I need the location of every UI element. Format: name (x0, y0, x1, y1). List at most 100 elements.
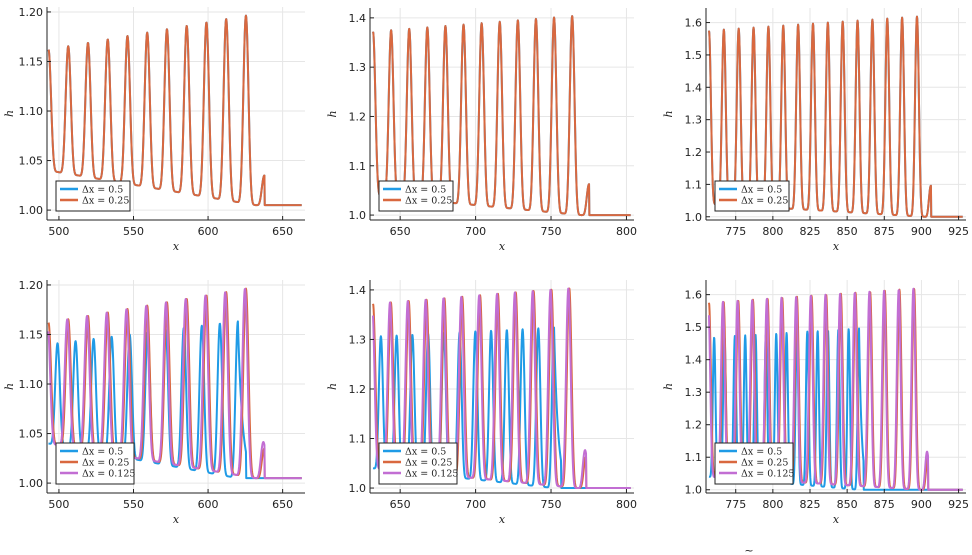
y-tick-label-5: 1.5 (685, 321, 703, 334)
chart-4: 500 550 600 650 1.00 1.05 1.10 1.15 1.20 x h Δx = 0… (3, 279, 305, 526)
x-tick-label-0: 775 (725, 225, 746, 238)
series-line-3 (47, 287, 303, 480)
y-tick-label-5: 1.5 (685, 49, 703, 62)
y-tick-label-2: 1.10 (19, 105, 44, 118)
y-tick-label-1: 1.1 (685, 178, 703, 191)
y-tick-label-3: 1.3 (685, 386, 703, 399)
y-axis-label: h (662, 383, 675, 390)
x-tick-label-3: 850 (837, 498, 858, 511)
x-tick-label-1: 700 (465, 225, 486, 238)
x-tick-label-1: 800 (762, 225, 783, 238)
y-tick-label-1: 1.05 (19, 155, 44, 168)
x-tick-label-6: 925 (948, 225, 969, 238)
footer-mark: ~ (744, 544, 753, 555)
x-tick-label-2: 750 (541, 225, 562, 238)
x-tick-label-3: 850 (837, 225, 858, 238)
legend-entry-2: Δx = 0.25 (741, 196, 788, 207)
y-tick-label-3: 1.3 (349, 333, 367, 346)
y-axis-label: h (3, 383, 16, 390)
chart-2: 650 700 750 800 1.0 1.1 1.2 1.3 1.4 x h Δx = 0.5Δx … (326, 8, 637, 253)
chart-1: 500 550 600 650 1.00 1.05 1.10 1.15 1.20 x h Δx = 0… (3, 6, 305, 253)
legend-entry-3: Δx = 0.125 (405, 469, 458, 480)
legend-entry-1: Δx = 0.5 (405, 185, 446, 196)
x-tick-label-2: 750 (541, 498, 562, 511)
legend-entry-3: Δx = 0.125 (82, 469, 135, 480)
legend-entry-1: Δx = 0.5 (405, 447, 446, 458)
y-tick-label-3: 1.15 (19, 328, 44, 341)
chart-6: 775 800 825 850 875 900 925 1.0 1.1 1.2 1.3 1.4 1.5 1… (662, 280, 969, 526)
x-tick-label-2: 825 (800, 225, 821, 238)
series-line-2 (707, 15, 964, 218)
chart-3: 775 800 825 850 875 900 925 1.0 1.1 1.2 1.3 1.4 1.5 1… (662, 8, 969, 253)
y-tick-label-0: 1.00 (19, 477, 44, 490)
x-tick-label-3: 800 (616, 225, 637, 238)
legend-entry-2: Δx = 0.25 (405, 458, 452, 469)
legend-entry-3: Δx = 0.125 (741, 469, 794, 480)
legend-entry-2: Δx = 0.25 (82, 458, 129, 469)
x-tick-label-0: 500 (48, 225, 69, 238)
x-tick-label-3: 650 (272, 225, 293, 238)
legend-frame (378, 442, 458, 485)
x-tick-label-5: 900 (911, 225, 932, 238)
x-axis-label: x (833, 240, 840, 253)
y-tick-label-0: 1.0 (349, 209, 367, 222)
y-tick-label-1: 1.05 (19, 428, 44, 441)
x-tick-label-5: 900 (911, 498, 932, 511)
y-tick-label-4: 1.4 (349, 284, 367, 297)
y-axis-label: h (3, 110, 16, 117)
y-tick-label-3: 1.3 (349, 61, 367, 74)
y-tick-label-4: 1.4 (685, 81, 703, 94)
legend-entry-1: Δx = 0.5 (82, 185, 123, 196)
y-axis-label: h (326, 110, 339, 117)
y-tick-label-3: 1.15 (19, 55, 44, 68)
y-tick-label-2: 1.2 (349, 383, 367, 396)
y-tick-label-0: 1.00 (19, 204, 44, 217)
y-tick-label-2: 1.2 (685, 419, 703, 432)
legend: Δx = 0.5Δx = 0.25 (378, 180, 454, 212)
y-tick-label-6: 1.6 (685, 289, 703, 302)
y-axis-label: h (326, 383, 339, 390)
y-tick-label-1: 1.1 (349, 433, 367, 446)
x-axis-label: x (173, 240, 180, 253)
y-tick-label-4: 1.20 (19, 279, 44, 292)
x-tick-label-0: 650 (390, 225, 411, 238)
x-tick-label-6: 925 (948, 498, 969, 511)
x-tick-label-4: 875 (874, 498, 895, 511)
legend: Δx = 0.5Δx = 0.25 (714, 180, 790, 212)
x-tick-label-1: 800 (762, 498, 783, 511)
legend-frame (378, 180, 454, 212)
legend-entry-1: Δx = 0.5 (741, 185, 782, 196)
legend: Δx = 0.5Δx = 0.25 (55, 180, 131, 212)
x-tick-label-1: 550 (123, 225, 144, 238)
y-tick-label-2: 1.10 (19, 378, 44, 391)
y-tick-label-4: 1.4 (685, 354, 703, 367)
x-tick-label-4: 875 (874, 225, 895, 238)
legend-entry-2: Δx = 0.25 (82, 196, 129, 207)
y-tick-label-1: 1.1 (685, 451, 703, 464)
legend-entry-1: Δx = 0.5 (82, 447, 123, 458)
y-tick-label-2: 1.2 (349, 110, 367, 123)
y-tick-label-4: 1.4 (349, 12, 367, 25)
legend-entry-2: Δx = 0.25 (741, 458, 788, 469)
x-tick-label-1: 550 (123, 498, 144, 511)
y-tick-label-4: 1.20 (19, 6, 44, 19)
x-tick-label-2: 600 (198, 225, 219, 238)
x-tick-label-2: 825 (800, 498, 821, 511)
x-axis-label: x (173, 513, 180, 526)
x-tick-label-2: 600 (198, 498, 219, 511)
x-tick-label-1: 700 (465, 498, 486, 511)
x-tick-label-3: 800 (616, 498, 637, 511)
x-axis-label: x (499, 513, 506, 526)
x-axis-label: x (499, 240, 506, 253)
y-tick-label-6: 1.6 (685, 17, 703, 30)
y-tick-label-1: 1.1 (349, 160, 367, 173)
y-axis-label: h (662, 110, 675, 117)
legend-entry-2: Δx = 0.25 (405, 196, 452, 207)
y-tick-label-0: 1.0 (349, 482, 367, 495)
y-tick-label-3: 1.3 (685, 114, 703, 127)
x-tick-label-0: 775 (725, 498, 746, 511)
